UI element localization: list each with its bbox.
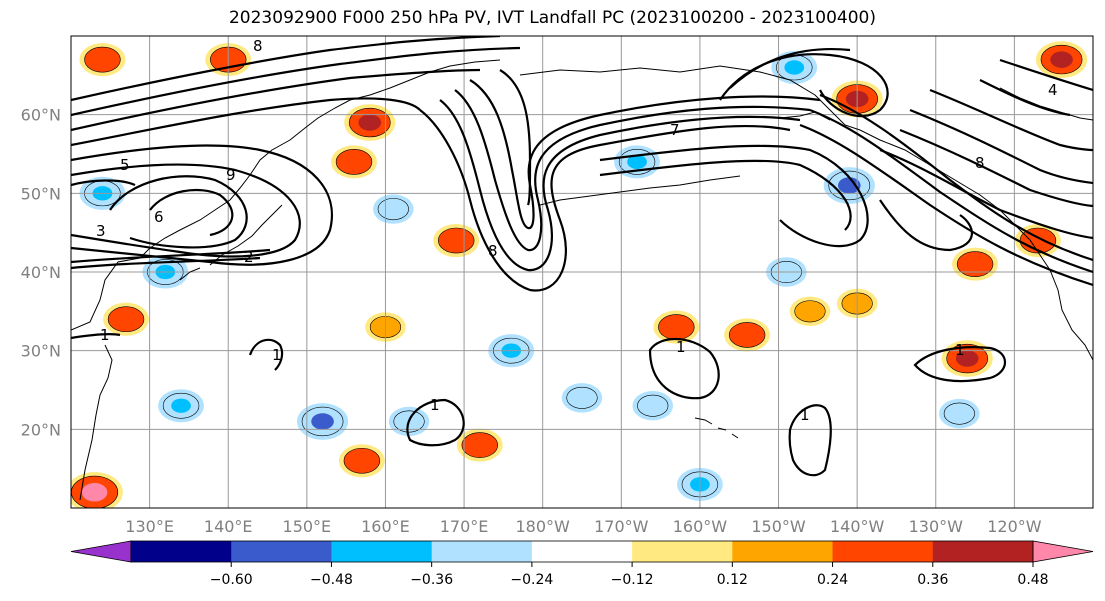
lon-tick-label: 180°W [516, 517, 571, 536]
contour-label: 7 [670, 121, 680, 139]
lon-tick-label: 150°W [751, 517, 806, 536]
anomaly-blob [566, 386, 598, 409]
colorbar-tick-label: −0.24 [510, 572, 553, 588]
contour-label: 1 [430, 396, 440, 414]
colorbar-outline [130, 540, 1034, 563]
anomaly-core [784, 60, 805, 75]
contour-label: 1 [100, 326, 110, 344]
lat-tick-label: 30°N [21, 342, 61, 361]
contour-label: 9 [226, 166, 236, 184]
coastlines [71, 59, 1093, 501]
gridlines [71, 36, 1093, 508]
contour-label: 3 [96, 222, 106, 240]
pv-contours [71, 36, 1093, 477]
contour-label: 2 [244, 248, 254, 266]
contour-label: 1 [676, 338, 686, 356]
contour-label: 5 [120, 156, 130, 174]
lat-tick-label: 20°N [21, 420, 61, 439]
lon-tick-label: 140°W [830, 517, 885, 536]
colorbar-tick-label: −0.36 [410, 572, 453, 588]
contour-label: 1 [955, 341, 965, 359]
contour-label: 8 [975, 154, 985, 172]
colorbar-extend-high [1032, 540, 1094, 563]
anomaly-blob [377, 198, 409, 221]
colorbar-segment [932, 541, 1034, 562]
contour-label: 8 [253, 37, 263, 55]
colorbar: −0.60 −0.48 −0.36 −0.24 −0.12 0.12 0.24 0.36 0.4… [70, 540, 1094, 588]
lon-tick-label: 160°W [673, 517, 728, 536]
anomaly-core [352, 453, 372, 468]
colorbar-tick-label: −0.60 [210, 572, 253, 588]
anomaly-blob [637, 394, 669, 417]
anomaly-blob [943, 402, 975, 425]
contour-label: 6 [154, 208, 164, 226]
colorbar-tick-label: −0.12 [611, 572, 654, 588]
latitude-labels: 20°N 30°N 40°N 50°N 60°N [21, 106, 61, 440]
anomaly-core [737, 327, 757, 343]
anomaly-core [627, 154, 647, 170]
anomaly-core [171, 398, 191, 413]
anomaly-core [837, 177, 861, 194]
lat-tick-label: 60°N [21, 106, 61, 125]
figure-title: 2023092900 F000 250 hPa PV, IVT Landfall… [228, 8, 876, 28]
lon-tick-label: 120°W [987, 517, 1042, 536]
anomaly-core [92, 52, 113, 67]
anomaly-core [358, 114, 382, 131]
colorbar-segment [231, 541, 332, 562]
contour-label: 4 [1048, 81, 1058, 99]
colorbar-segment [131, 541, 232, 562]
contour-labels: 1 1 1 1 1 1 2 3 4 5 6 7 8 8 8 9 [96, 37, 1058, 424]
lat-tick-label: 50°N [21, 184, 61, 203]
lon-tick-label: 170°E [440, 517, 489, 536]
anomaly-blob [794, 300, 826, 323]
colorbar-tick-label: 0.48 [1017, 572, 1048, 588]
colorbar-tick-label: 0.12 [717, 572, 748, 588]
map-border [70, 35, 1094, 509]
contour-label: 8 [488, 242, 498, 260]
anomaly-core [81, 482, 108, 502]
colorbar-tick-label: −0.48 [310, 572, 353, 588]
contour-label: 1 [272, 346, 282, 364]
colorbar-segment [832, 541, 934, 562]
anomaly-core [955, 350, 979, 367]
longitude-labels: 130°E 140°E 150°E 160°E 170°E 180°W 170°W 160°W… [125, 517, 1041, 536]
lon-tick-label: 170°W [594, 517, 649, 536]
colorbar-segment [732, 541, 834, 562]
colorbar-segment [632, 541, 733, 562]
anomaly-core [965, 256, 985, 272]
colorbar-tick-label: 0.24 [817, 572, 848, 588]
anomaly-core [1050, 51, 1073, 68]
lat-tick-label: 40°N [21, 263, 61, 282]
anomaly-core [344, 154, 364, 170]
colorbar-segment [331, 541, 433, 562]
lon-tick-label: 140°E [204, 517, 253, 536]
colorbar-tick-label: 0.36 [917, 572, 948, 588]
lon-tick-label: 130°W [909, 517, 964, 536]
lon-tick-label: 130°E [125, 517, 174, 536]
colorbar-segment [531, 541, 633, 562]
colorbar-extend-low [70, 540, 132, 563]
anomaly-core [666, 319, 687, 335]
anomaly-core [469, 437, 490, 453]
lon-tick-label: 150°E [283, 517, 332, 536]
anomaly-core [446, 233, 467, 248]
lon-tick-label: 160°E [361, 517, 410, 536]
colorbar-segment [431, 541, 533, 562]
contour-label: 1 [800, 406, 810, 424]
anomaly-core [311, 413, 334, 430]
anomaly-core [116, 312, 136, 327]
